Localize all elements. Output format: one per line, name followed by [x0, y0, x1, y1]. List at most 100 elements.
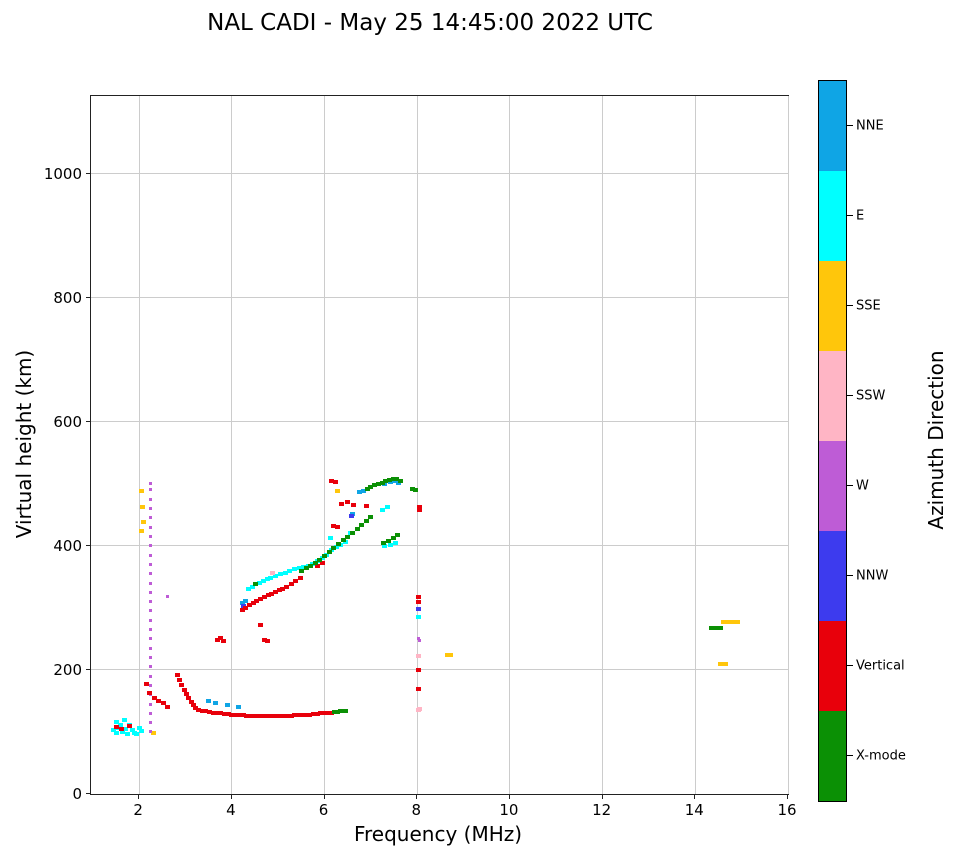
colorbar-tick — [847, 395, 853, 396]
y-tick-label: 600 — [53, 412, 82, 431]
data-point-vertical — [297, 576, 303, 581]
data-point-nne — [356, 490, 362, 495]
colorbar-segment-w — [819, 441, 846, 531]
data-point-w — [149, 516, 153, 520]
data-point-x-mode — [364, 486, 370, 491]
data-point-sse — [729, 619, 735, 624]
data-point-sse — [718, 661, 724, 666]
data-point-nne — [349, 511, 355, 516]
x-tick-label: 10 — [499, 801, 519, 819]
y-tick-label: 200 — [53, 660, 82, 679]
data-point-e — [382, 543, 388, 548]
data-point-vertical — [246, 603, 252, 608]
data-point-vertical — [272, 589, 278, 594]
data-point-e — [120, 729, 126, 734]
x-axis-tick — [694, 795, 696, 799]
data-point-w — [149, 544, 153, 548]
x-axis-label: Frequency (MHz) — [353, 822, 523, 846]
data-point-vertical — [247, 713, 253, 718]
data-point-vertical — [315, 563, 321, 568]
data-point-vertical — [332, 479, 338, 484]
data-point-vertical — [190, 703, 196, 708]
data-point-w — [149, 656, 153, 659]
data-point-vertical — [240, 713, 246, 718]
data-point-w — [149, 535, 153, 538]
data-point-x-mode — [308, 563, 314, 568]
colorbar-tick — [847, 755, 853, 756]
data-point-vertical — [143, 681, 149, 686]
data-point-nnw — [415, 607, 421, 612]
colorbar-tick — [847, 215, 853, 216]
data-point-e — [136, 725, 142, 730]
data-point-e — [114, 720, 120, 725]
data-point-vertical — [203, 709, 209, 714]
data-point-w — [149, 702, 153, 706]
data-point-w — [149, 553, 153, 557]
data-point-x-mode — [394, 476, 400, 481]
data-point-w — [149, 562, 153, 566]
data-point-vertical — [280, 586, 286, 591]
grid-line-x — [694, 96, 696, 794]
data-point-vertical — [325, 710, 331, 715]
colorbar — [818, 80, 847, 802]
data-point-e — [268, 576, 274, 581]
data-point-vertical — [299, 713, 305, 718]
colorbar-label-nne: NNE — [856, 118, 884, 134]
data-point-x-mode — [322, 554, 328, 559]
grid-line-y — [91, 173, 788, 175]
data-point-w — [418, 638, 422, 642]
data-point-x-mode — [340, 709, 346, 714]
data-point-vertical — [415, 686, 421, 691]
data-point-vertical — [292, 713, 298, 718]
data-point-x-mode — [383, 479, 389, 484]
data-point-vertical — [331, 523, 337, 528]
data-point-x-mode — [331, 546, 337, 551]
data-point-e — [264, 577, 270, 582]
data-point-sse — [150, 730, 156, 735]
data-point-e — [282, 570, 288, 575]
data-point-x-mode — [718, 625, 724, 630]
data-point-sse — [335, 489, 341, 494]
data-point-nne — [239, 600, 245, 605]
data-point-sse — [139, 528, 145, 533]
data-point-e — [392, 540, 398, 545]
data-point-x-mode — [709, 625, 715, 630]
data-point-vertical — [288, 713, 294, 718]
colorbar-label-e: E — [856, 208, 865, 224]
data-point-x-mode — [335, 541, 341, 546]
data-point-vertical — [199, 708, 205, 713]
data-point-vertical — [338, 501, 344, 506]
data-point-vertical — [258, 623, 264, 628]
data-point-vertical — [261, 638, 267, 643]
colorbar-label-x-mode: X-mode — [856, 748, 906, 764]
y-tick-label: 1000 — [43, 164, 82, 183]
data-point-vertical — [415, 599, 421, 604]
data-point-vertical — [250, 600, 256, 605]
data-point-e — [257, 581, 263, 586]
colorbar-segment-sse — [819, 261, 846, 351]
data-point-x-mode — [381, 540, 387, 545]
data-point-e — [249, 584, 255, 589]
y-tick-label: 800 — [53, 288, 82, 307]
data-point-sse — [734, 620, 740, 625]
data-point-nne — [382, 481, 388, 486]
data-point-vertical — [215, 637, 221, 642]
data-point-vertical — [196, 707, 202, 712]
data-point-e — [134, 732, 140, 737]
data-point-x-mode — [337, 709, 343, 714]
data-point-vertical — [416, 505, 422, 510]
data-point-vertical — [293, 579, 299, 584]
data-point-vertical — [273, 714, 279, 719]
data-point-vertical — [276, 587, 282, 592]
data-point-ssw — [417, 706, 423, 711]
data-point-vertical — [181, 687, 187, 692]
data-point-w — [149, 525, 153, 529]
data-point-w — [165, 595, 169, 599]
data-point-vertical — [165, 704, 171, 709]
chart-title: NAL CADI - May 25 14:45:00 2022 UTC — [207, 10, 653, 36]
colorbar-segment-ssw — [819, 351, 846, 441]
x-axis-tick — [508, 795, 510, 799]
data-point-x-mode — [335, 710, 341, 715]
data-point-vertical — [156, 698, 162, 703]
data-point-x-mode — [359, 523, 365, 528]
